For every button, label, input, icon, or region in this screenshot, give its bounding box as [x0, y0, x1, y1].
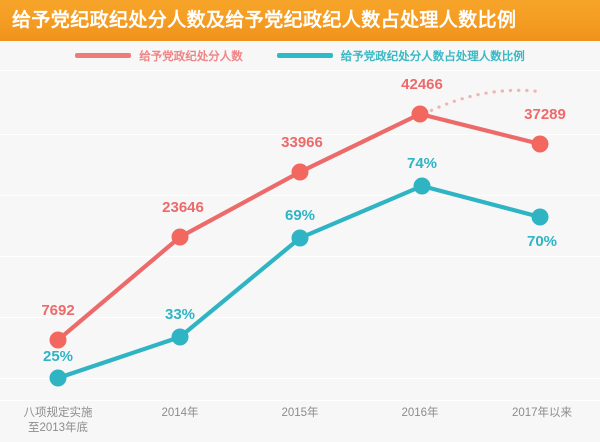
- x-axis: 八项规定实施 至2013年底 2014年 2015年 2016年 2017年以来: [0, 400, 600, 442]
- x-axis-tick-line: 2017年以来: [511, 407, 573, 419]
- x-axis-tick-line: 2014年: [161, 407, 199, 419]
- legend-item-counts[interactable]: 给予党政纪处分人数: [75, 48, 243, 64]
- gridline: [0, 134, 600, 135]
- plot-area: 7692 23646 33966 42466 37289 25% 33% 69%…: [0, 70, 600, 400]
- series-lines: [49, 88, 549, 387]
- data-point-marker[interactable]: [291, 229, 309, 247]
- data-label-ratio: 69%: [284, 207, 316, 224]
- page-title: 给予党纪政纪处分人数及给予党纪政纪人数占处理人数比例: [12, 10, 517, 31]
- chart-legend: 给予党政纪处分人数 给予党政纪处分人数占处理人数比例: [0, 41, 600, 70]
- data-point-marker[interactable]: [291, 163, 309, 181]
- data-label-ratio: 74%: [406, 155, 438, 172]
- x-axis-tick-label: 2014年: [161, 406, 198, 421]
- gridline: [0, 378, 600, 379]
- x-axis-tick-line: 2015年: [281, 407, 319, 419]
- data-point-marker[interactable]: [49, 369, 67, 387]
- data-point-marker[interactable]: [411, 105, 429, 123]
- data-label-counts: 37289: [524, 106, 566, 123]
- data-point-marker[interactable]: [413, 177, 431, 195]
- x-axis-tick-label: 八项规定实施 至2013年底: [24, 406, 93, 436]
- data-label-ratio: 33%: [164, 306, 196, 323]
- data-point-marker[interactable]: [171, 228, 189, 246]
- x-axis-tick-line: 2016年: [401, 407, 439, 419]
- gridline: [0, 195, 600, 196]
- data-label-counts: 23646: [162, 199, 204, 216]
- legend-item-label: 给予党政纪处分人数: [139, 50, 243, 63]
- line-swatch-icon: [75, 53, 132, 58]
- x-axis-tick-line: 八项规定实施: [23, 407, 93, 419]
- legend-item-ratio[interactable]: 给予党政纪处分人数占处理人数比例: [276, 48, 525, 64]
- gridline: [0, 256, 600, 257]
- gridline: [0, 317, 600, 318]
- data-point-marker[interactable]: [531, 135, 549, 153]
- x-axis-tick-label: 2017年以来: [512, 406, 572, 421]
- data-label-counts: 33966: [281, 134, 323, 151]
- x-axis-tick-label: 2015年: [281, 406, 318, 421]
- x-axis-tick-line: 至2013年底: [27, 422, 89, 434]
- data-point-marker[interactable]: [171, 328, 189, 346]
- data-label-ratio: 70%: [526, 233, 558, 250]
- data-label-counts: 7692: [41, 302, 75, 319]
- legend-item-label: 给予党政纪处分人数占处理人数比例: [340, 50, 525, 63]
- data-point-marker[interactable]: [531, 208, 549, 226]
- x-axis-tick-label: 2016年: [401, 406, 438, 421]
- gridline: [0, 70, 600, 71]
- chart-title-bar: 给予党纪政纪处分人数及给予党纪政纪人数占处理人数比例: [0, 0, 600, 41]
- data-point-marker[interactable]: [49, 331, 67, 349]
- data-label-ratio: 25%: [42, 348, 74, 365]
- data-label-counts: 42466: [401, 76, 443, 93]
- line-swatch-icon: [276, 53, 333, 58]
